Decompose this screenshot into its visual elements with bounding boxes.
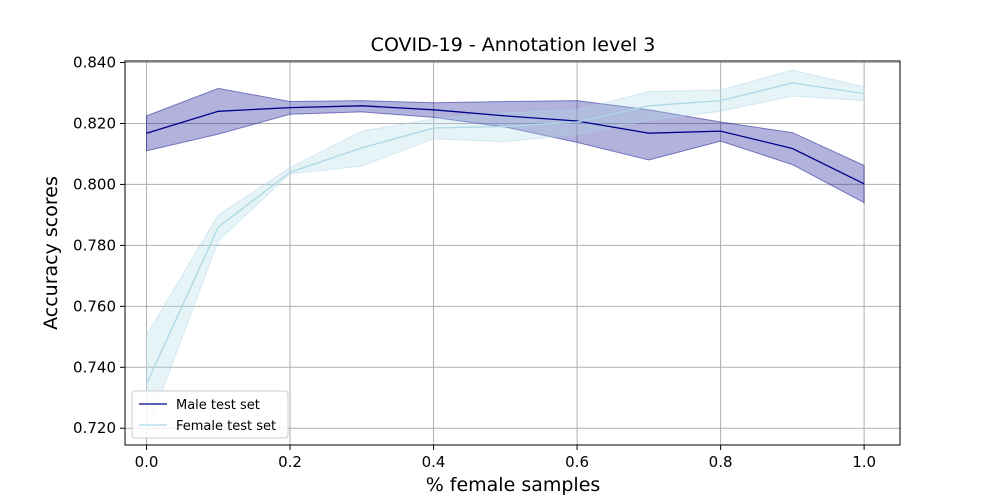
plot-frame xyxy=(124,60,901,446)
male-series-line xyxy=(146,105,865,185)
legend: Male test set Female test set xyxy=(131,390,289,439)
series-lines xyxy=(145,82,865,385)
female-series-line xyxy=(145,82,865,385)
y-tick-label: 0.820 xyxy=(73,114,116,132)
y-tick-label: 0.800 xyxy=(73,175,116,193)
legend-label-male: Male test set xyxy=(176,398,260,413)
x-axis-title: % female samples xyxy=(426,474,601,496)
y-axis-ticks: 0.720 0.740 0.760 0.780 0.800 0.820 0.840 xyxy=(73,54,125,437)
x-tick-label: 0.2 xyxy=(278,453,302,471)
female-confidence-band xyxy=(146,69,865,433)
legend-label-female: Female test set xyxy=(176,419,276,434)
legend-box xyxy=(131,390,289,439)
y-tick-label: 0.740 xyxy=(73,358,116,376)
x-tick-label: 1.0 xyxy=(852,453,876,471)
y-tick-label: 0.780 xyxy=(73,236,116,254)
confidence-bands xyxy=(146,69,865,433)
grid-lines xyxy=(125,61,900,445)
y-tick-label: 0.840 xyxy=(73,54,116,72)
y-tick-label: 0.720 xyxy=(73,419,116,437)
y-axis-title: Accuracy scores xyxy=(40,176,62,330)
x-tick-label: 0.6 xyxy=(565,453,589,471)
y-tick-label: 0.760 xyxy=(73,297,116,315)
x-tick-label: 0.0 xyxy=(135,453,159,471)
x-tick-label: 0.4 xyxy=(422,453,446,471)
chart-title: COVID-19 - Annotation level 3 xyxy=(371,34,656,56)
male-confidence-band xyxy=(146,87,865,204)
x-axis-ticks: 0.0 0.2 0.4 0.6 0.8 1.0 xyxy=(135,445,876,471)
x-tick-label: 0.8 xyxy=(709,453,733,471)
